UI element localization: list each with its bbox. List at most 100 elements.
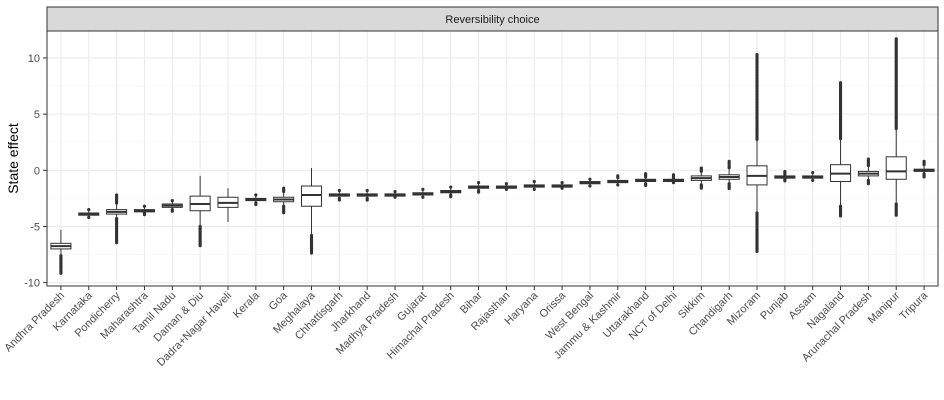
outlier-point [309, 251, 314, 255]
outlier-point [727, 166, 731, 170]
grid-lines [47, 31, 938, 286]
box-maharashtra [133, 204, 155, 217]
outlier-point [115, 240, 119, 245]
box-himachal-pradesh [440, 185, 462, 199]
outlier-point [337, 198, 341, 202]
outlier-point [811, 178, 815, 183]
box-andhra-pradesh [50, 229, 72, 275]
outlier-point [922, 175, 926, 179]
box-nct-of-delhi [662, 173, 685, 185]
box-meghalaya [300, 168, 323, 255]
box-tamil-nadu [161, 199, 183, 213]
outlier-point [142, 204, 147, 208]
y-axis: -10 -5 0 5 10 [24, 53, 47, 290]
outlier-point [142, 212, 147, 217]
outlier-point [337, 188, 341, 193]
outlier-point [866, 182, 870, 186]
outlier-point [59, 271, 63, 275]
y-tick-label: -5 [30, 221, 40, 233]
outlier-point [616, 175, 620, 180]
plot-panel-background [47, 31, 938, 286]
outlier-point [644, 175, 648, 179]
outlier-point [727, 186, 731, 191]
outlier-point [87, 215, 91, 220]
box-dadra-nagar-haveli [217, 188, 239, 222]
box-jharkhand [356, 188, 378, 202]
box-assam [802, 170, 824, 183]
outlier-point [588, 184, 592, 188]
outlier-point [783, 179, 787, 183]
outlier-point [811, 170, 815, 175]
panel-background-rect [47, 31, 938, 286]
box-goa [273, 186, 295, 215]
outlier-point [476, 190, 481, 194]
outlier-point [254, 193, 258, 197]
outlier-point [421, 195, 425, 199]
box-gujarat [412, 187, 434, 199]
box-chhattisgarh [328, 188, 350, 202]
box-uttarakhand [635, 172, 657, 187]
box-karnataka [78, 208, 100, 220]
outlier-point [476, 181, 481, 185]
x-tick-label: Kerala [231, 289, 263, 321]
facet-strip-label: Reversibility choice [445, 14, 539, 26]
box-iqr [300, 185, 323, 207]
outlier-point [588, 177, 592, 181]
outlier-point [504, 182, 509, 186]
outlier-point [922, 162, 926, 167]
box-pondicherry [106, 193, 128, 245]
outlier-point [115, 201, 119, 205]
box-series [50, 37, 935, 275]
box-kerala [245, 193, 267, 207]
box-daman-diu [189, 175, 211, 248]
box-haryana [523, 179, 545, 191]
box-madhya-pradesh [384, 190, 406, 199]
outlier-point [838, 214, 843, 218]
outlier-point [170, 209, 174, 213]
facet-strip: Reversibility choice [46, 6, 939, 32]
outlier-point [449, 185, 453, 189]
box-iqr [885, 156, 907, 180]
x-tick-label: Goa [267, 289, 291, 313]
x-tick-label: Punjab [758, 290, 791, 323]
box-west-bengal [579, 177, 601, 188]
outlier-point [282, 211, 286, 215]
box-manipur [885, 37, 907, 217]
box-rajasthan [495, 182, 517, 191]
y-tick-label: 5 [34, 109, 40, 121]
outlier-point [532, 179, 536, 184]
outlier-point [421, 187, 425, 191]
y-axis-title: State effect [5, 123, 21, 194]
box-punjab [774, 169, 796, 183]
box-arunachal-pradesh [857, 157, 879, 186]
outlier-point [894, 126, 898, 131]
box-bihar [468, 181, 490, 194]
box-tripura [913, 159, 935, 179]
y-tick-label: 0 [34, 165, 40, 177]
y-tick-label: 10 [28, 53, 40, 65]
outlier-point [393, 190, 397, 194]
box-chandigarh [718, 159, 740, 191]
box-nagaland [830, 81, 852, 218]
outlier-point [616, 183, 620, 187]
outlier-point [699, 169, 703, 173]
box-mizoram [746, 52, 768, 253]
outlier-point [644, 183, 648, 187]
outlier-point [449, 195, 453, 199]
outlier-point [282, 189, 286, 194]
outlier-point [755, 137, 759, 141]
outlier-point [866, 163, 870, 168]
box-jammu-kashmir [607, 174, 629, 187]
outlier-point [365, 188, 369, 193]
facet-strip-background [46, 6, 939, 32]
outlier-point [838, 137, 843, 141]
outlier-point [699, 186, 703, 190]
y-tick-label: -10 [24, 278, 40, 290]
outlier-point [254, 202, 258, 207]
box-orissa [551, 181, 573, 190]
outlier-point [170, 199, 174, 203]
outlier-point [755, 249, 759, 253]
outlier-point [560, 181, 564, 185]
